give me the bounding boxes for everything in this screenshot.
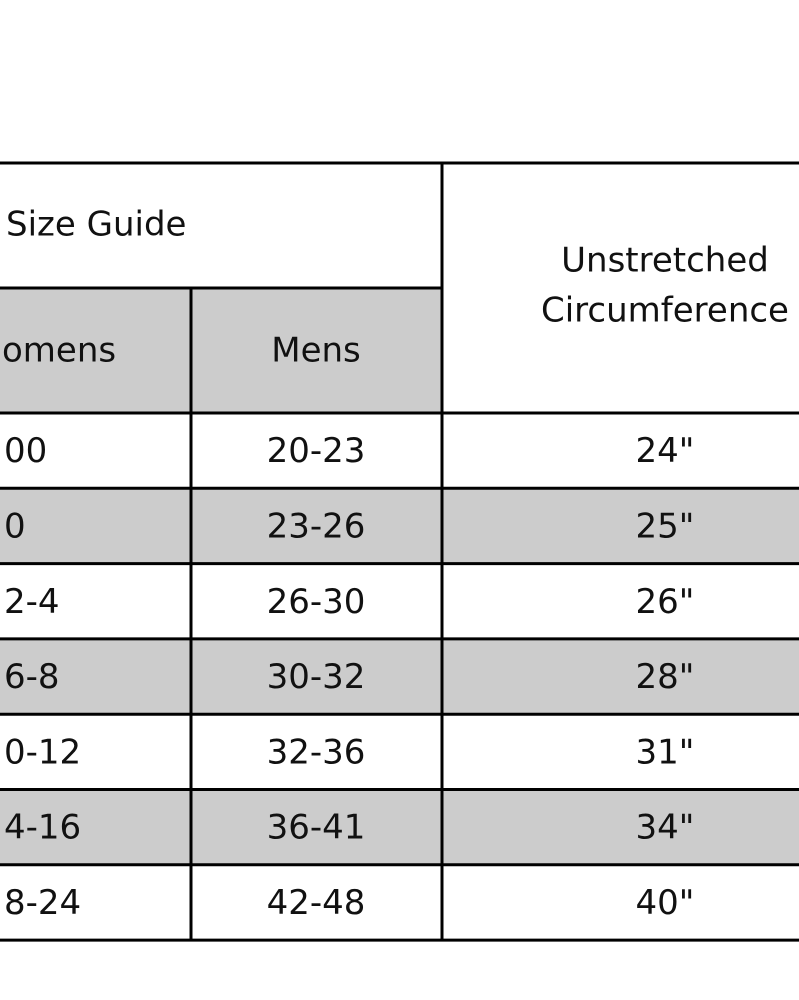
cell: 20-23 <box>267 431 366 471</box>
cell: 23-26 <box>267 506 366 546</box>
row-shade <box>0 789 799 865</box>
cell: 31" <box>636 732 695 772</box>
cell: 32-36 <box>267 732 366 772</box>
cell: 36-41 <box>267 808 366 848</box>
cell: 00 <box>4 431 47 471</box>
cell: 26-30 <box>267 582 366 622</box>
header-shade <box>0 288 442 413</box>
column-header: Circumference <box>541 291 789 331</box>
cell: 4-16 <box>4 808 81 848</box>
cell: 34" <box>636 808 695 848</box>
column-header: omens <box>2 331 116 371</box>
cell: 25" <box>636 506 695 546</box>
column-header: Unstretched <box>561 241 769 281</box>
cell: 26" <box>636 582 695 622</box>
cell: 24" <box>636 431 695 471</box>
cell: 8-24 <box>4 883 81 923</box>
cell: 28" <box>636 657 695 697</box>
table-title: Size Guide <box>6 205 186 245</box>
row-shade <box>0 488 799 564</box>
cell: 42-48 <box>267 883 366 923</box>
cell: 40" <box>636 883 695 923</box>
column-header: Mens <box>271 331 361 371</box>
cell: 6-8 <box>4 657 60 697</box>
row-shade <box>0 638 799 715</box>
cell: 0 <box>4 506 26 546</box>
cell: 2-4 <box>4 582 60 622</box>
cell: 30-32 <box>267 657 366 697</box>
cell: 0-12 <box>4 732 81 772</box>
